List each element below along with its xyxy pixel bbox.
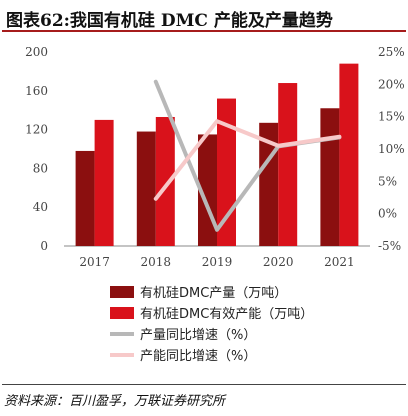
y-right-tick-label: 10% (378, 142, 405, 156)
chart-title: 图表62:我国有机硅 DMC 产能及产量趋势 (6, 11, 333, 31)
x-tick-label: 2020 (263, 255, 294, 269)
y-right-tick-label: 5% (378, 174, 397, 188)
y-left-tick-label: 120 (25, 123, 48, 137)
y-right-tick-label: 20% (378, 77, 405, 91)
series-line (153, 119, 342, 201)
legend-label: 产能同比增速（%） (140, 349, 256, 364)
series-line (153, 79, 342, 232)
y-right-tick-label: 0% (378, 207, 397, 221)
bars (75, 63, 359, 247)
bar (136, 131, 156, 246)
bar (320, 108, 340, 246)
source-divider (2, 384, 406, 385)
x-tick-label: 2018 (141, 255, 172, 269)
bar (94, 119, 114, 246)
legend-label: 有机硅DMC产量（万吨） (140, 286, 287, 301)
legend-swatch (110, 307, 134, 319)
bar (75, 150, 95, 246)
lines (153, 79, 342, 232)
y-left-tick-label: 0 (40, 239, 48, 253)
y-right-tick-label: -5% (378, 239, 401, 253)
legend-label: 产量同比增速（%） (140, 328, 256, 343)
x-tick-label: 2017 (79, 255, 110, 269)
bar (278, 83, 298, 246)
y-left-tick-label: 200 (25, 45, 48, 59)
x-tick-label: 2021 (324, 255, 355, 269)
title-bar: 图表62:我国有机硅 DMC 产能及产量趋势 (2, 2, 406, 32)
y-left-tick-label: 40 (33, 200, 48, 214)
legend-label: 有机硅DMC有效产能（万吨） (140, 307, 313, 322)
y-right-tick-label: 25% (378, 45, 405, 59)
y-left-tick-label: 160 (25, 84, 48, 98)
y-right-tick-label: 15% (378, 110, 405, 124)
axes: 0 40 80 120 160 200 -5% 0% 5% 10% 15% 20% 25% 2017 201… (25, 45, 405, 269)
bar (155, 116, 175, 247)
legend: 有机硅DMC产量（万吨） 有机硅DMC有效产能（万吨） 产量同比增速（%） 产能同比增… (110, 286, 313, 364)
chart: 0 40 80 120 160 200 -5% 0% 5% 10% 15% 20% 25% 2017 201… (25, 45, 405, 364)
y-left-tick-label: 80 (33, 161, 48, 175)
legend-swatch (110, 286, 134, 298)
x-tick-label: 2019 (202, 255, 233, 269)
bar (339, 63, 359, 246)
source-note: 资料来源：百川盈孚，万联证券研究所 (4, 394, 226, 409)
